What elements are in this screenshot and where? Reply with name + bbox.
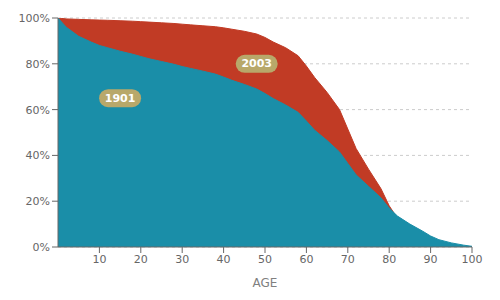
svg-text:AGE: AGE [253,276,278,290]
svg-text:0%: 0% [33,241,50,254]
svg-text:1901: 1901 [105,92,136,105]
svg-text:40: 40 [217,253,231,266]
svg-text:50: 50 [258,253,272,266]
svg-text:20: 20 [134,253,148,266]
svg-text:90: 90 [424,253,438,266]
svg-text:70: 70 [341,253,355,266]
svg-text:40%: 40% [26,149,50,162]
svg-text:10: 10 [92,253,106,266]
svg-text:100%: 100% [19,12,50,25]
svg-text:2003: 2003 [241,57,272,70]
svg-text:100: 100 [462,253,483,266]
svg-text:20%: 20% [26,195,50,208]
svg-text:60: 60 [299,253,313,266]
svg-text:30: 30 [175,253,189,266]
svg-text:80: 80 [382,253,396,266]
svg-text:80%: 80% [26,58,50,71]
svg-text:60%: 60% [26,104,50,117]
